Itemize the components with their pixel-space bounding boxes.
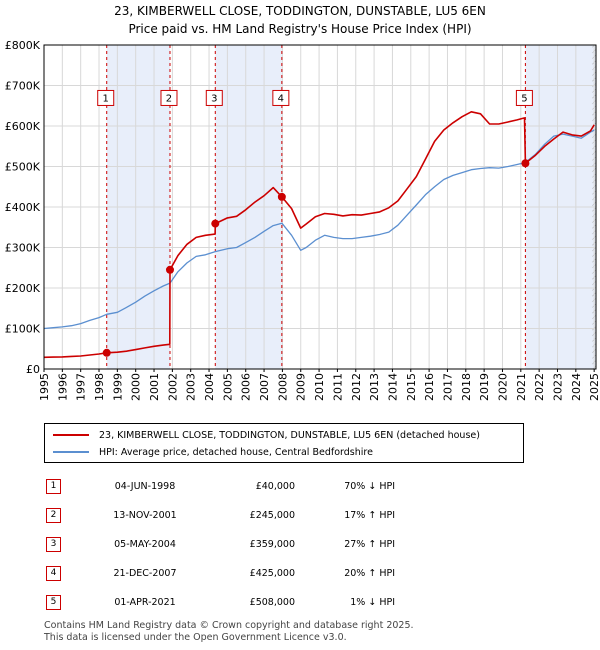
sale-point [277, 192, 286, 201]
sale-label-number: 4 [278, 93, 284, 104]
sale-date: 04-JUN-1998 [114, 481, 176, 492]
x-tick-label: 2011 [331, 373, 344, 401]
sale-point [521, 159, 530, 168]
property-price-line [44, 111, 595, 359]
x-tick-label: 2012 [350, 373, 363, 401]
sale-price: £359,000 [249, 539, 295, 550]
x-tick-label: 1995 [38, 373, 51, 401]
y-tick-label: £400K [5, 201, 41, 214]
y-tick-label: £300K [5, 242, 41, 255]
x-tick-label: 2008 [276, 373, 289, 401]
sales-table: 1 04-JUN-1998 £40,000 70% ↓ HPI 2 13-NOV… [44, 472, 395, 617]
x-tick-label: 2000 [130, 373, 143, 401]
x-tick-label: 2023 [551, 373, 564, 401]
y-tick-label: £600K [5, 120, 41, 133]
sale-label-number: 5 [521, 93, 527, 104]
y-tick-label: £0 [26, 363, 40, 376]
x-tick-label: 2020 [496, 373, 509, 401]
x-tick-label: 2024 [570, 373, 583, 401]
x-tick-label: 2003 [185, 373, 198, 401]
sale-label-number: 3 [211, 93, 217, 104]
sale-number-badge: 1 [46, 479, 61, 494]
sale-point [211, 219, 220, 228]
sale-date: 01-APR-2021 [114, 597, 176, 608]
x-tick-label: 2018 [460, 373, 473, 401]
sale-price: £425,000 [249, 568, 295, 579]
y-tick-label: £200K [5, 282, 41, 295]
chart-legend: 23, KIMBERWELL CLOSE, TODDINGTON, DUNSTA… [44, 423, 524, 463]
price-chart: 1 2 3 4 5 £0 £100K £200K £300K £400K £500K £600K £70… [5, 39, 600, 401]
x-tick-label: 2017 [441, 373, 454, 401]
x-tick-label: 2004 [203, 373, 216, 401]
legend-swatch-property [53, 434, 89, 436]
sale-date: 13-NOV-2001 [113, 510, 177, 521]
sale-label-box [160, 89, 178, 106]
x-tick-label: 2021 [515, 373, 528, 401]
table-row: 3 05-MAY-2004 £359,000 27% ↑ HPI [44, 530, 395, 559]
sale-label-box [205, 89, 223, 106]
legend-entry-property: 23, KIMBERWELL CLOSE, TODDINGTON, DUNSTA… [53, 427, 480, 443]
legend-entry-hpi: HPI: Average price, detached house, Cent… [53, 444, 373, 460]
table-row: 2 13-NOV-2001 £245,000 17% ↑ HPI [44, 501, 395, 530]
sale-label-box [515, 89, 533, 106]
x-tick-label: 2006 [240, 373, 253, 401]
x-tick-label: 1997 [75, 373, 88, 401]
sale-date: 21-DEC-2007 [113, 568, 177, 579]
x-tick-label: 2013 [368, 373, 381, 401]
sale-hpi-diff: 20% ↑ HPI [344, 568, 395, 579]
x-tick-label: 2014 [386, 373, 399, 401]
sale-price: £40,000 [255, 481, 295, 492]
sale-hpi-diff: 27% ↑ HPI [344, 539, 395, 550]
chart-title: 23, KIMBERWELL CLOSE, TODDINGTON, DUNSTA… [0, 2, 600, 38]
sale-label-box [97, 89, 115, 106]
x-tick-label: 1998 [93, 373, 106, 401]
sale-hpi-diff: 1% ↓ HPI [350, 597, 395, 608]
sale-label-box [272, 89, 290, 106]
table-row: 5 01-APR-2021 £508,000 1% ↓ HPI [44, 588, 395, 617]
sale-point [165, 265, 174, 274]
title-address: 23, KIMBERWELL CLOSE, TODDINGTON, DUNSTA… [114, 4, 486, 18]
sale-price: £245,000 [249, 510, 295, 521]
sale-hpi-diff: 70% ↓ HPI [344, 481, 395, 492]
y-tick-label: £500K [5, 161, 41, 174]
y-tick-label: £800K [5, 39, 41, 52]
sale-price: £508,000 [249, 597, 295, 608]
sale-label-number: 1 [103, 93, 109, 104]
x-tick-label: 2015 [405, 373, 418, 401]
x-tick-label: 2022 [533, 373, 546, 401]
x-tick-label: 2019 [478, 373, 491, 401]
x-tick-label: 2001 [148, 373, 161, 401]
sale-number-badge: 5 [46, 595, 61, 610]
plot-frame [43, 44, 597, 370]
table-row: 4 21-DEC-2007 £425,000 20% ↑ HPI [44, 559, 395, 588]
sale-number-badge: 3 [46, 537, 61, 552]
x-tick-label: 1996 [56, 373, 69, 401]
y-tick-label: £700K [5, 80, 41, 93]
sale-hpi-diff: 17% ↑ HPI [344, 510, 395, 521]
legend-swatch-hpi [53, 451, 89, 453]
x-tick-label: 2009 [295, 373, 308, 401]
footer-copyright: Contains HM Land Registry data © Crown c… [44, 620, 414, 631]
sale-point [102, 348, 111, 357]
y-tick-label: £100K [5, 323, 41, 336]
footer-attribution: Contains HM Land Registry data © Crown c… [44, 620, 414, 644]
x-tick-label: 2007 [258, 373, 271, 401]
series-group [44, 111, 595, 359]
x-tick-label: 2025 [588, 373, 600, 401]
table-row: 1 04-JUN-1998 £40,000 70% ↓ HPI [44, 472, 395, 501]
sale-date: 05-MAY-2004 [114, 539, 176, 550]
legend-label-hpi: HPI: Average price, detached house, Cent… [99, 446, 373, 458]
footer-licence: This data is licensed under the Open Gov… [44, 632, 347, 643]
title-subtitle: Price paid vs. HM Land Registry's House … [128, 22, 472, 36]
sale-number-badge: 4 [46, 566, 61, 581]
x-tick-label: 1999 [111, 373, 124, 401]
x-tick-label: 2005 [221, 373, 234, 401]
sale-label-number: 2 [166, 93, 172, 104]
x-tick-label: 2010 [313, 373, 326, 401]
x-tick-label: 2016 [423, 373, 436, 401]
x-tick-label: 2002 [166, 373, 179, 401]
hpi-line [44, 129, 595, 330]
legend-label-property: 23, KIMBERWELL CLOSE, TODDINGTON, DUNSTA… [99, 429, 480, 441]
sale-number-badge: 2 [46, 508, 61, 523]
